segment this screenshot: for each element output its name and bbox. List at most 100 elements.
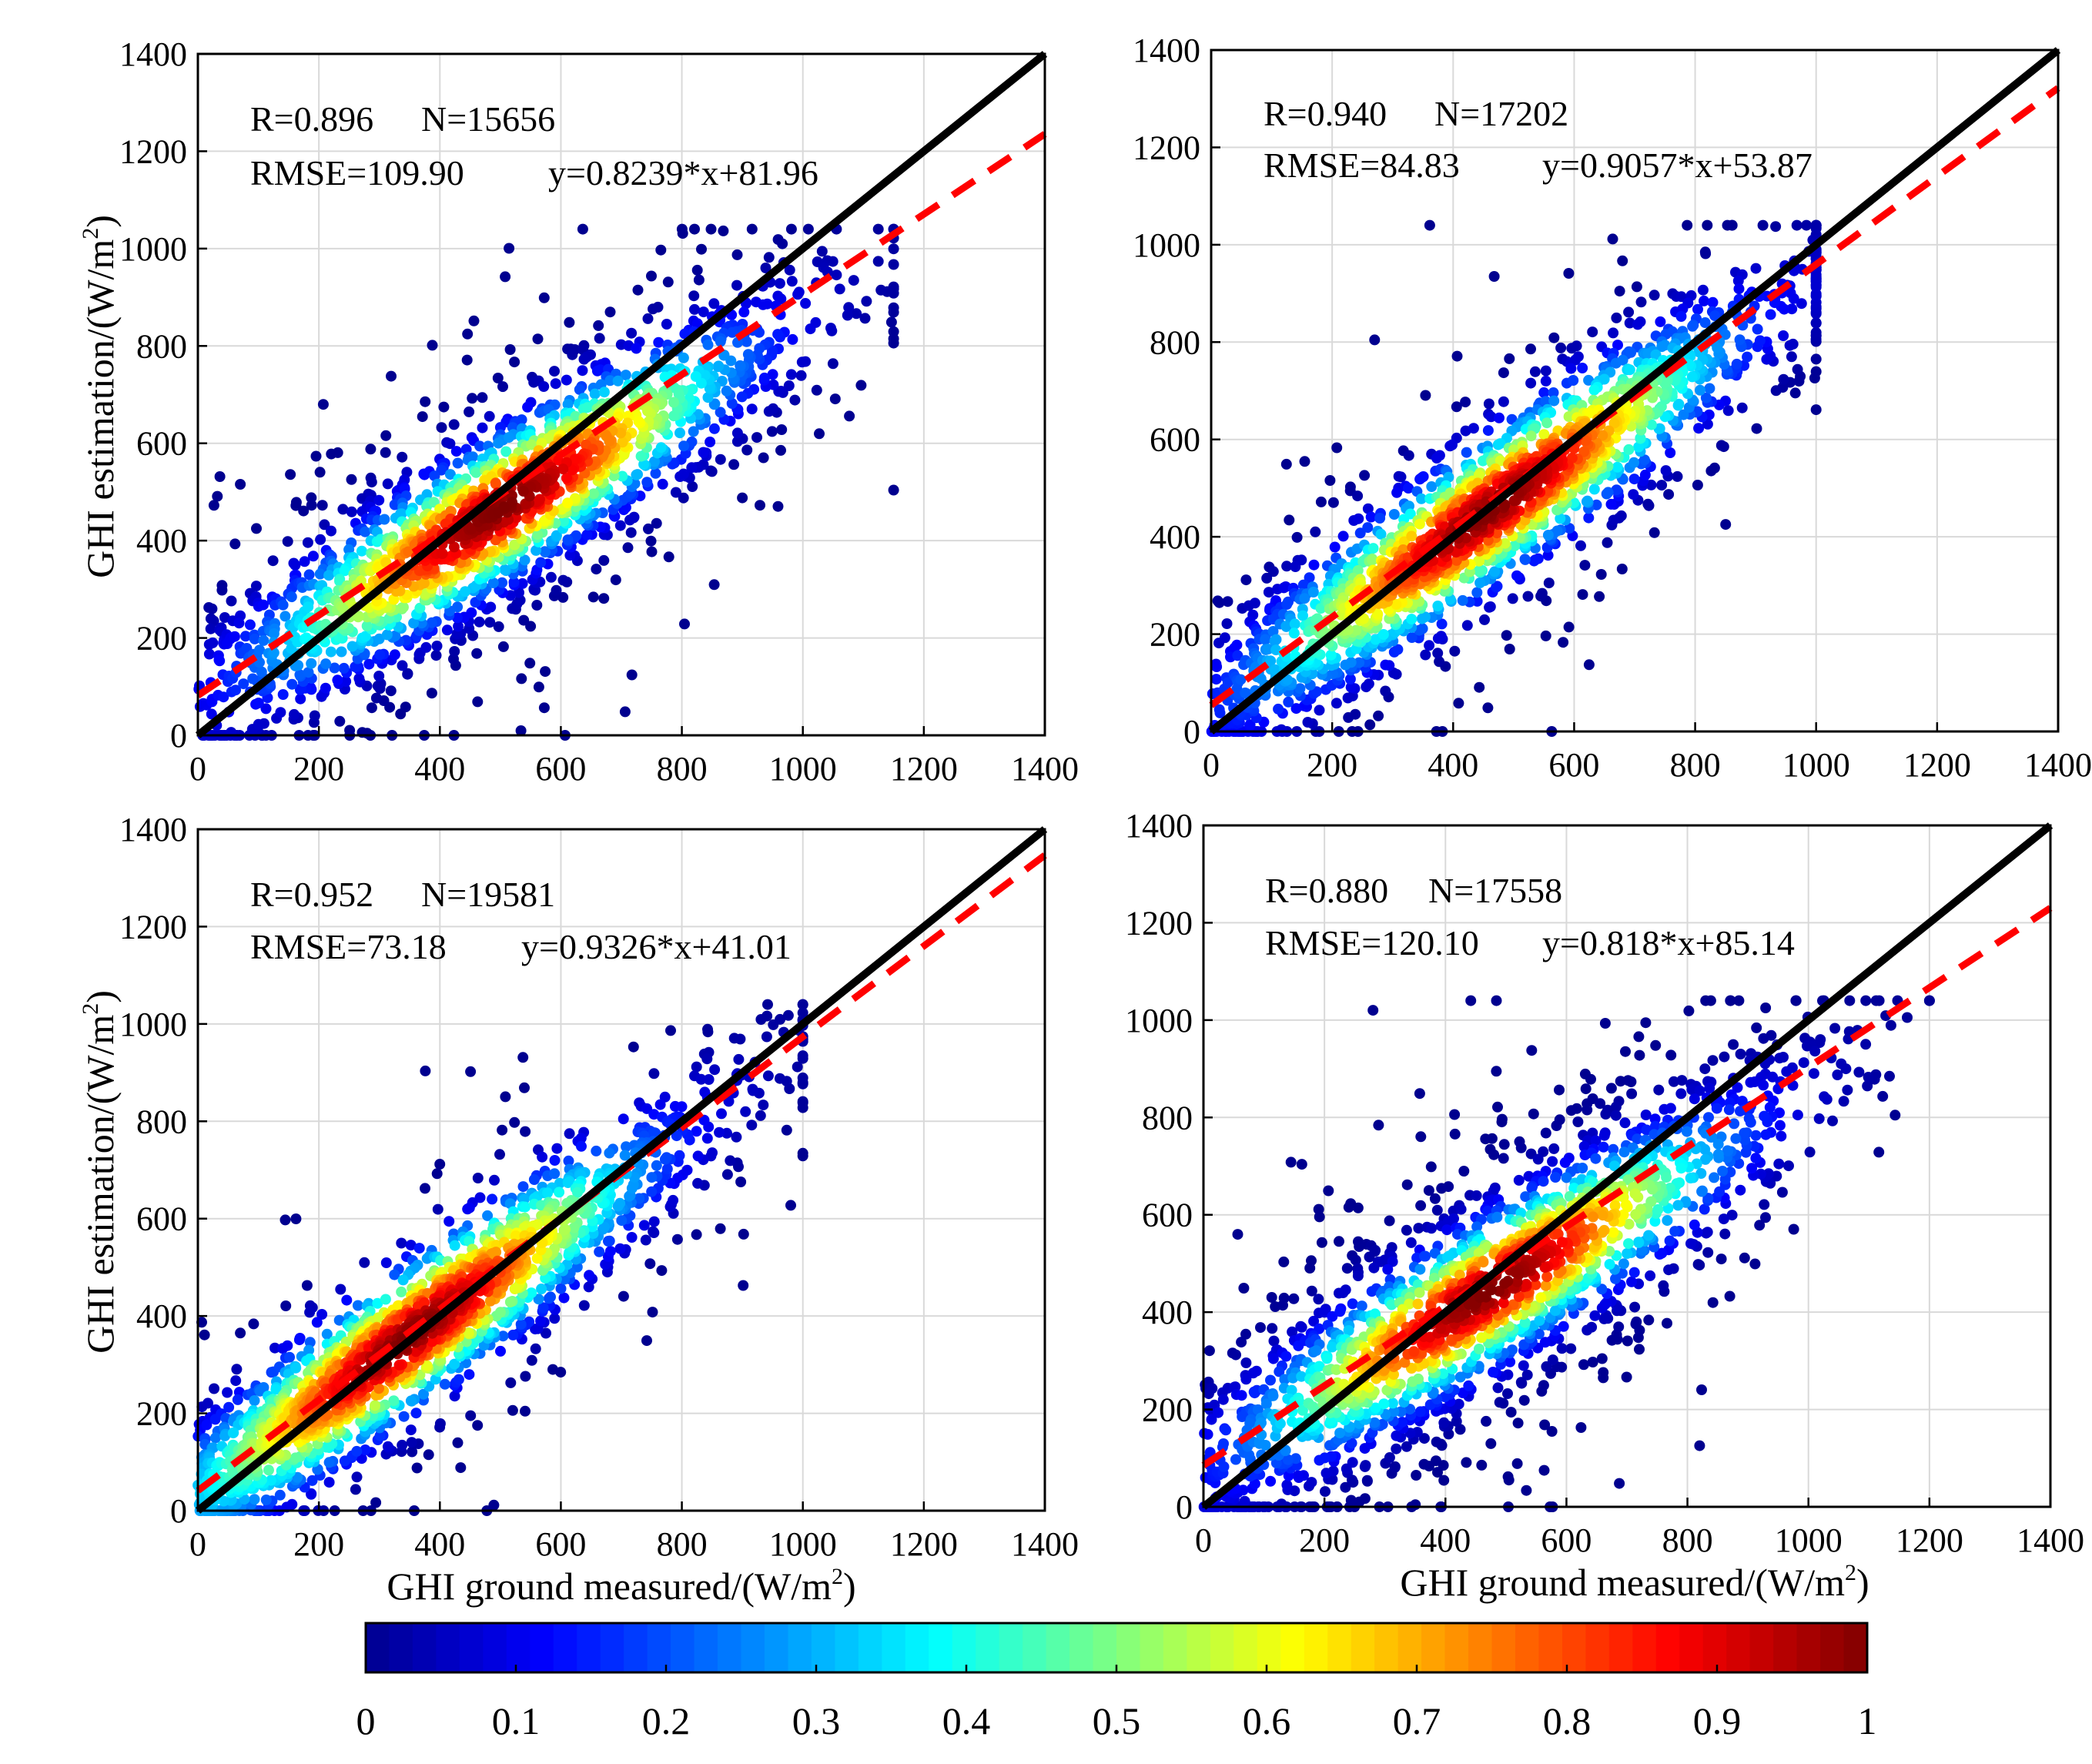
data-point	[1707, 296, 1719, 308]
data-point	[551, 1143, 563, 1154]
data-point	[1331, 442, 1343, 454]
data-point	[604, 375, 616, 387]
data-point	[795, 370, 807, 381]
data-point	[477, 422, 488, 433]
data-point	[1648, 527, 1660, 538]
data-point	[1374, 513, 1386, 524]
data-point	[1536, 587, 1548, 599]
data-point	[715, 407, 726, 418]
data-point	[567, 349, 578, 360]
data-point	[727, 326, 738, 338]
data-point	[844, 410, 855, 422]
data-point	[1506, 413, 1518, 425]
data-point	[888, 259, 899, 270]
data-point	[1722, 405, 1734, 417]
data-point	[317, 399, 329, 410]
data-point	[855, 380, 867, 391]
data-point	[207, 637, 219, 648]
data-point	[786, 276, 798, 287]
data-point	[538, 702, 550, 714]
data-point	[431, 641, 443, 651]
data-point	[515, 725, 527, 736]
data-point	[646, 270, 657, 282]
data-point	[484, 410, 495, 422]
data-point	[504, 243, 515, 254]
data-point	[1660, 465, 1672, 477]
data-point	[1551, 525, 1563, 537]
data-point	[274, 1489, 286, 1501]
data-point	[872, 223, 884, 235]
data-point	[1736, 402, 1748, 413]
data-point	[1273, 703, 1284, 715]
data-point	[1525, 430, 1537, 442]
data-point	[439, 1378, 450, 1390]
data-point	[1461, 447, 1472, 458]
data-point	[1329, 541, 1341, 553]
data-point	[1391, 487, 1403, 498]
data-point	[468, 315, 480, 326]
data-point	[493, 621, 504, 632]
data-point	[661, 319, 672, 330]
data-point	[762, 999, 773, 1010]
data-point	[1608, 327, 1619, 339]
data-point	[574, 383, 585, 395]
data-point	[1449, 645, 1461, 657]
y-tick-label: 800	[1150, 323, 1200, 361]
data-point	[1617, 255, 1628, 266]
data-point	[668, 1194, 679, 1206]
data-point	[484, 617, 496, 628]
data-point	[526, 439, 537, 450]
data-point	[688, 290, 700, 302]
data-point	[1244, 719, 1256, 731]
data-point	[229, 538, 241, 550]
data-point	[497, 641, 509, 652]
data-point	[507, 1404, 518, 1416]
data-point	[499, 564, 510, 575]
data-point	[1558, 637, 1569, 648]
data-point	[603, 1236, 614, 1247]
data-point	[1436, 618, 1448, 630]
data-point	[380, 1294, 391, 1305]
data-point	[822, 266, 833, 278]
data-point	[418, 577, 430, 589]
data-point	[301, 1280, 313, 1291]
data-point	[537, 1151, 548, 1163]
data-point	[577, 223, 588, 235]
data-point	[582, 402, 594, 413]
data-point	[1380, 685, 1391, 697]
x-tick-label: 1000	[1782, 746, 1850, 784]
data-point	[1426, 481, 1438, 492]
data-point	[691, 1061, 702, 1073]
data-point	[516, 673, 527, 685]
data-point	[589, 388, 601, 400]
data-point	[260, 703, 272, 715]
data-point	[1498, 367, 1509, 379]
data-point	[674, 471, 686, 482]
data-point	[687, 481, 698, 492]
data-point	[420, 641, 432, 653]
data-point	[557, 591, 569, 603]
data-point	[410, 1408, 422, 1419]
data-point	[696, 243, 707, 255]
data-point	[549, 1168, 561, 1180]
data-point	[208, 500, 219, 511]
plot-frame	[196, 52, 1046, 737]
data-point	[566, 464, 577, 476]
data-point	[1457, 594, 1468, 606]
data-point	[448, 419, 460, 430]
data-point	[497, 577, 508, 588]
data-point	[494, 1149, 505, 1160]
data-point	[452, 457, 464, 469]
data-point	[1219, 632, 1230, 644]
data-point	[346, 641, 358, 652]
data-point	[626, 327, 638, 339]
data-point	[1267, 566, 1279, 577]
data-point	[374, 649, 386, 661]
data-point	[1337, 531, 1349, 542]
data-point	[650, 467, 661, 479]
y-tick-label: 1400	[1133, 32, 1200, 69]
data-point	[831, 269, 842, 281]
data-point	[1263, 587, 1274, 598]
identity-line	[195, 51, 1048, 738]
data-point	[494, 1307, 506, 1318]
